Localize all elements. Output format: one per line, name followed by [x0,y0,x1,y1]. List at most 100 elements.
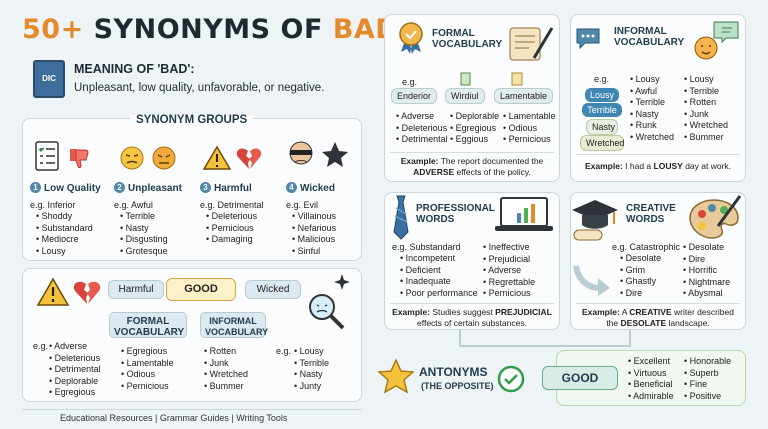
informal-tag-1: Lousy [585,88,619,102]
list-item: Junk [684,109,728,121]
check-circle-icon [497,365,525,393]
villain-mask-icon [289,141,313,165]
group-example: e.g. Awful [114,200,153,210]
formal-col1: AdverseDeleteriousDetrimental [396,111,448,146]
checklist-icon [35,141,59,171]
list-item: Deplorable [450,111,500,123]
informal-tag-2: Terrible [582,103,622,117]
map-formal-list: EgregiousLamentableOdiousPernicious [121,346,174,392]
list-item: Superb [684,368,731,380]
speech-bubbles-icon [576,28,600,50]
informal-eg: e.g. [594,74,610,84]
list-item: Substandard [36,223,101,235]
necktie-icon [393,195,409,240]
list-item: Desolate [683,242,730,254]
footer-text: Educational Resources | Grammar Guides |… [60,413,288,423]
list-item: Bummer [684,132,728,144]
list-item: Grotesque [120,246,182,258]
list-item: Mediocre [36,234,101,246]
list-item: Ghastly [620,276,661,288]
creative-col1: DesolateGrimGhastlyDire [620,253,662,299]
list-item: Positive [684,391,731,403]
list-item: Nasty [120,223,182,235]
list-item: Sinful [292,246,336,258]
informal-example: Example: I had a LOUSY day at work. [584,161,732,171]
informal-col1: LousyAwfulTerribleNastyRunkWretched [630,74,674,143]
meaning-label: MEANING OF 'BAD': [74,62,195,76]
antonyms-subtitle: (THE OPPOSITE) [421,381,494,391]
list-item: Pernicious [483,288,535,300]
map-left-list: AdverseDeleteriousDetrimentalDeplorableE… [49,341,101,399]
list-item: Damaging [206,234,264,246]
informal-title: INFORMAL VOCABULARY [614,26,685,48]
list-item: Pernicious [206,223,264,235]
formal-tag-1: Enderior [391,88,438,104]
dictionary-icon: DIC [33,60,65,98]
group-name: Unpleasant [128,183,182,194]
list-item: Desolate [620,253,662,265]
list-item: Detrimental [49,364,101,376]
disgusted-face-icon [152,146,176,170]
list-item: Rotten [204,346,248,358]
list-item: Beneficial [628,379,674,391]
formal-title: FORMAL VOCABULARY [432,28,503,50]
informal-tag-4: Wretched [580,135,624,151]
list-item: Odious [121,369,174,381]
creative-title: CREATIVE WORDS [626,203,676,225]
professional-example-divider [390,303,554,304]
professional-example: Example: Studies suggest PREJUDICIAL eff… [392,307,552,328]
formal-example: Example: The report documented the ADVER… [400,156,544,177]
list-item: Malicious [292,234,336,246]
list-item: Terrible [684,86,728,98]
document-icon [460,72,471,86]
formal-col2: DeplorableEgregiousEggious [450,111,500,146]
list-item: Egregious [450,123,499,135]
paint-palette-icon [689,195,742,239]
list-item: Terrible [630,97,674,109]
note-icon [511,72,523,86]
list-item: Poor performance [400,288,478,300]
formal-eg: e.g. [402,77,418,87]
list-item: Admirable [628,391,674,403]
map-right-list: LousyTerribleNastyJunty [294,346,330,392]
award-medal-icon [399,22,423,54]
warning-icon [203,145,231,170]
list-item: Lamentable [121,358,174,370]
group-number-badge: 1 [30,182,41,193]
harmful-tag: Harmful [108,280,164,299]
group-name: Low Quality [44,183,101,194]
scroll-quill-icon [509,27,554,61]
list-item: Disgusting [120,234,182,246]
creative-col2: DesolateDireHorrificNightmareAbysmal [683,242,730,300]
chat-bubbles-icon [694,21,739,60]
informal-col2: LousyTerribleRottenJunkWretchedBummer [684,74,729,144]
list-item: Inadequate [400,276,478,288]
synonym-group-heading: 4 Wicked [286,182,336,194]
group-name: Harmful [214,183,252,194]
map-right-eg: e.g. [276,346,292,356]
map-left-eg: e.g. [33,341,49,351]
list-item: Horrific [683,265,730,277]
map-informal-list: RottenJunkWretchedBummer [204,346,248,392]
group-number-badge: 2 [114,182,125,193]
footer-divider [22,409,362,410]
list-item: Prejudicial [483,254,535,266]
list-item: Ineffective [483,242,535,254]
creative-eg: e.g. Catastrophic [612,242,681,252]
magnifier-sad-icon [309,294,345,330]
professional-title: PROFESSIONAL WORDS [416,203,495,225]
list-item: Junk [204,358,248,370]
list-item: Virtuous [628,368,674,380]
list-item: Adverse [396,111,448,123]
warning-icon [36,277,70,306]
curved-arrow-icon [573,265,610,296]
list-item: Rotten [684,97,728,109]
list-item: Nefarious [292,223,337,235]
list-item: Runk [630,120,674,132]
list-item: Villainous [292,211,336,223]
list-item: Lousy [294,346,329,358]
list-item: Deplorable [49,376,101,388]
